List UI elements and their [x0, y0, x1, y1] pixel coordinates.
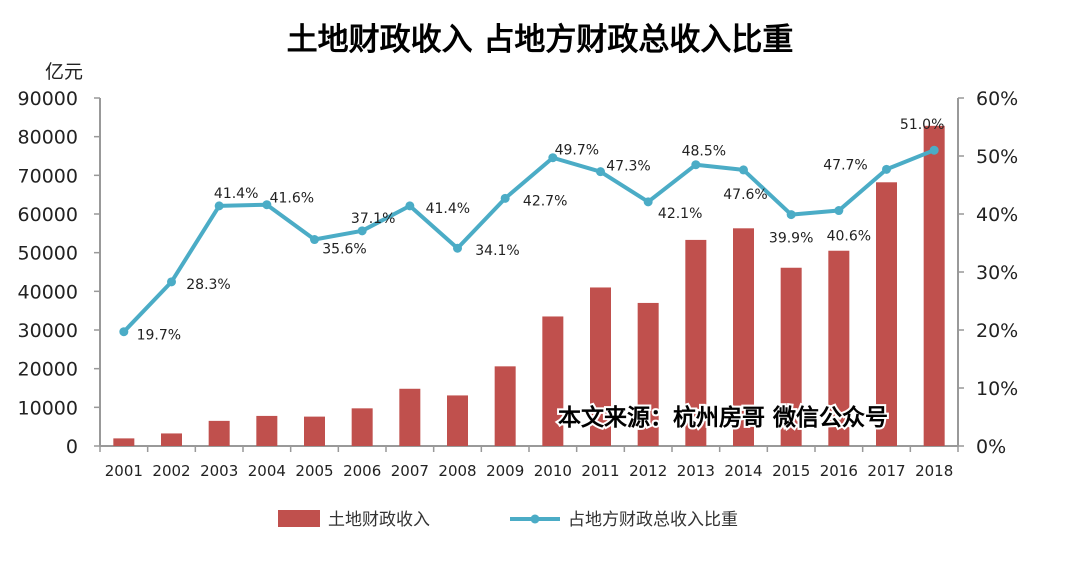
y-tick-label: 60000: [18, 204, 78, 226]
y-tick-label: 40000: [18, 281, 78, 303]
y-tick-label: 90000: [18, 88, 78, 110]
x-tick-label: 2009: [486, 462, 524, 480]
bar-2016: [828, 250, 850, 446]
x-tick-label: 2005: [295, 462, 333, 480]
data-label-2009: 42.7%: [523, 193, 567, 209]
bar-2001: [113, 438, 135, 446]
data-label-2015: 39.9%: [769, 231, 813, 247]
watermark-text: 本文来源：杭州房哥 微信公众号: [558, 404, 888, 431]
data-label-2011: 47.3%: [606, 159, 650, 175]
x-tick-label: 2018: [915, 462, 953, 480]
chart-title: 土地财政收入 占地方财政总收入比重: [286, 22, 794, 58]
bar-2013: [685, 239, 707, 446]
bar-2015: [780, 267, 802, 446]
bar-2005: [304, 416, 325, 446]
legend-swatch-marker: [530, 514, 540, 524]
x-tick-label: 2002: [152, 462, 190, 480]
bar-2006: [351, 408, 373, 446]
data-label-2012: 42.1%: [658, 206, 702, 222]
y-tick-label: 10000: [18, 397, 78, 419]
line-point-2018: [929, 145, 939, 155]
data-label-2004: 41.6%: [270, 191, 314, 207]
x-tick-label: 2016: [820, 462, 858, 480]
line-point-2014: [739, 165, 748, 175]
y2-tick-label: 30%: [976, 262, 1018, 284]
line-point-2016: [834, 206, 844, 216]
bar-2009: [494, 366, 516, 446]
data-label-2018: 51.0%: [900, 117, 944, 133]
y-tick-label: 80000: [18, 127, 78, 149]
line-point-2010: [548, 153, 558, 163]
x-tick-label: 2007: [391, 462, 429, 480]
line-point-2008: [453, 243, 462, 253]
y-tick-label: 70000: [18, 165, 78, 187]
bar-2008: [447, 395, 468, 446]
line-point-2011: [596, 167, 605, 177]
bar-2010: [542, 316, 564, 446]
x-tick-label: 2004: [248, 462, 286, 480]
x-tick-label: 2011: [581, 462, 619, 480]
data-label-2013: 48.5%: [682, 144, 726, 160]
y-tick-label: 0: [66, 436, 78, 458]
y-tick-label: 20000: [18, 359, 78, 381]
bar-2004: [256, 415, 278, 446]
legend-label-line: 占地方财政总收入比重: [568, 510, 738, 530]
data-label-2016: 40.6%: [827, 229, 871, 245]
bar-2012: [637, 302, 659, 446]
y-tick-label: 30000: [18, 320, 78, 342]
line-point-2012: [643, 197, 653, 207]
line-point-2004: [262, 200, 272, 210]
y2-tick-label: 20%: [976, 320, 1018, 342]
data-label-2008: 34.1%: [475, 243, 519, 259]
data-label-2010: 49.7%: [555, 143, 599, 159]
y2-tick-label: 0%: [976, 436, 1006, 458]
data-label-2007: 41.4%: [426, 201, 470, 217]
x-tick-label: 2008: [438, 462, 476, 480]
line-point-2017: [882, 164, 891, 174]
line-point-2009: [500, 193, 510, 203]
line-point-2005: [310, 235, 319, 245]
data-label-2003: 41.4%: [214, 186, 258, 202]
y-tick-label: 50000: [18, 243, 78, 265]
bar-2003: [208, 420, 230, 446]
line-point-2002: [167, 277, 176, 287]
x-tick-label: 2001: [105, 462, 143, 480]
line-point-2003: [214, 201, 224, 211]
data-label-2005: 35.6%: [322, 242, 366, 258]
line-point-2007: [405, 201, 415, 211]
x-tick-label: 2006: [343, 462, 381, 480]
legend-label-bar: 土地财政收入: [328, 510, 430, 530]
x-tick-label: 2013: [677, 462, 715, 480]
bar-2011: [590, 287, 611, 446]
x-tick-label: 2017: [867, 462, 905, 480]
y2-tick-label: 60%: [976, 88, 1018, 110]
line-point-2013: [691, 160, 701, 170]
bar-2017: [876, 182, 897, 446]
data-label-2014: 47.6%: [723, 187, 767, 203]
line-point-2015: [786, 210, 796, 220]
line-point-2001: [119, 327, 129, 337]
x-tick-label: 2015: [772, 462, 810, 480]
data-label-2006: 37.1%: [351, 211, 395, 227]
bar-2018: [923, 125, 945, 446]
x-tick-label: 2012: [629, 462, 667, 480]
data-label-2017: 47.7%: [823, 157, 867, 173]
y-axis-unit-label: 亿元: [45, 61, 83, 83]
y2-tick-label: 10%: [976, 378, 1018, 400]
data-label-2001: 19.7%: [137, 328, 181, 344]
bar-2007: [399, 388, 421, 446]
x-tick-label: 2014: [724, 462, 762, 480]
bar-2002: [161, 433, 182, 446]
x-tick-label: 2003: [200, 462, 238, 480]
y2-tick-label: 40%: [976, 204, 1018, 226]
data-label-2002: 28.3%: [186, 277, 230, 293]
legend-swatch-bar: [278, 510, 320, 527]
bar-2014: [733, 228, 754, 446]
line-point-2006: [357, 226, 367, 236]
x-tick-label: 2010: [534, 462, 572, 480]
y2-tick-label: 50%: [976, 146, 1018, 168]
line-series: [122, 148, 935, 334]
